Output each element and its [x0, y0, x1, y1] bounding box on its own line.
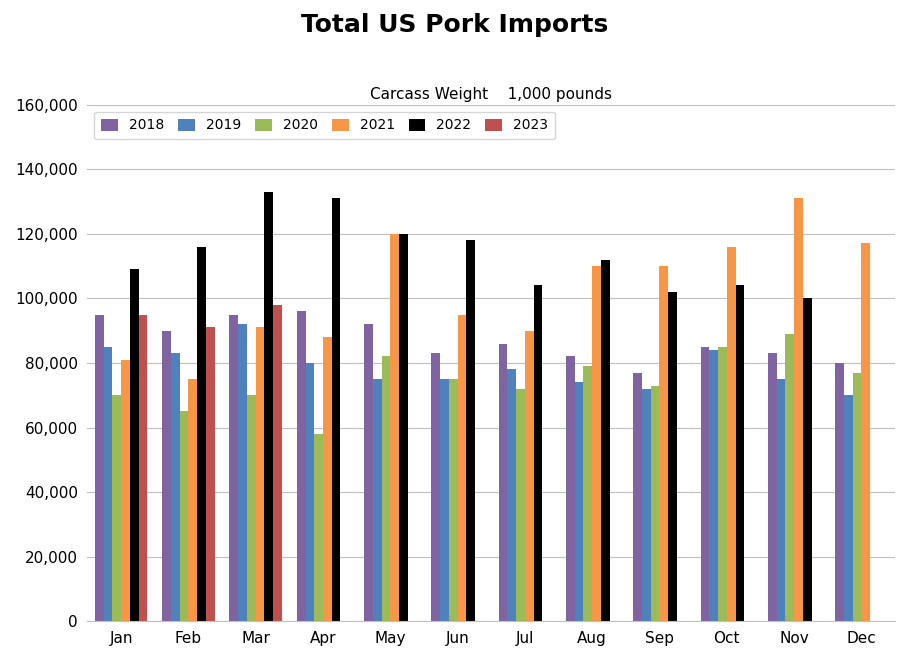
- Bar: [179, 411, 188, 621]
- Bar: [247, 395, 256, 621]
- Bar: [162, 330, 171, 621]
- Bar: [466, 240, 475, 621]
- Bar: [566, 356, 575, 621]
- Bar: [844, 395, 853, 621]
- Bar: [323, 337, 332, 621]
- Bar: [104, 347, 112, 621]
- Bar: [306, 363, 314, 621]
- Bar: [862, 243, 870, 621]
- Bar: [171, 353, 179, 621]
- Bar: [256, 327, 265, 621]
- Bar: [785, 334, 794, 621]
- Bar: [273, 305, 282, 621]
- Bar: [601, 260, 610, 621]
- Bar: [130, 269, 138, 621]
- Bar: [121, 360, 130, 621]
- Bar: [633, 373, 642, 621]
- Bar: [533, 286, 542, 621]
- Bar: [575, 382, 583, 621]
- Bar: [516, 389, 525, 621]
- Bar: [718, 347, 727, 621]
- Bar: [112, 395, 121, 621]
- Bar: [431, 353, 440, 621]
- Bar: [525, 330, 533, 621]
- Bar: [768, 353, 776, 621]
- Bar: [853, 373, 862, 621]
- Bar: [229, 315, 238, 621]
- Bar: [381, 356, 390, 621]
- Bar: [364, 324, 373, 621]
- Bar: [499, 344, 508, 621]
- Bar: [592, 266, 601, 621]
- Bar: [138, 315, 147, 621]
- Title: Carcass Weight    1,000 pounds: Carcass Weight 1,000 pounds: [370, 87, 612, 102]
- Bar: [440, 379, 449, 621]
- Bar: [794, 198, 803, 621]
- Bar: [314, 434, 323, 621]
- Text: Total US Pork Imports: Total US Pork Imports: [301, 13, 609, 37]
- Bar: [583, 366, 592, 621]
- Bar: [642, 389, 651, 621]
- Bar: [332, 198, 340, 621]
- Bar: [95, 315, 104, 621]
- Bar: [508, 369, 516, 621]
- Bar: [188, 379, 197, 621]
- Bar: [835, 363, 844, 621]
- Bar: [373, 379, 381, 621]
- Bar: [238, 324, 247, 621]
- Bar: [197, 247, 206, 621]
- Bar: [390, 234, 399, 621]
- Bar: [206, 327, 215, 621]
- Bar: [660, 266, 668, 621]
- Legend: 2018, 2019, 2020, 2021, 2022, 2023: 2018, 2019, 2020, 2021, 2022, 2023: [95, 112, 555, 139]
- Bar: [735, 286, 744, 621]
- Bar: [776, 379, 785, 621]
- Bar: [701, 347, 709, 621]
- Bar: [458, 315, 466, 621]
- Bar: [399, 234, 408, 621]
- Bar: [651, 385, 660, 621]
- Bar: [803, 298, 812, 621]
- Bar: [297, 311, 306, 621]
- Bar: [265, 192, 273, 621]
- Bar: [709, 350, 718, 621]
- Bar: [668, 292, 677, 621]
- Bar: [727, 247, 735, 621]
- Bar: [449, 379, 458, 621]
